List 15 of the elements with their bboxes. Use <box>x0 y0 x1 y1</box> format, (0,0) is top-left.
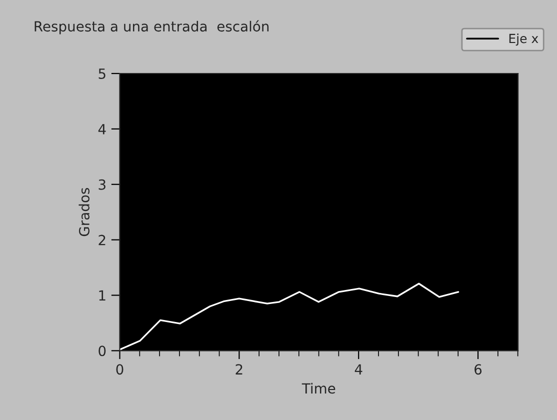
text: Eje x <box>509 34 538 46</box>
y-tick-label: 2 <box>98 234 106 246</box>
chart-title: Respuesta a una entrada escalón <box>34 20 269 34</box>
y-axis-title: Grados <box>78 188 90 236</box>
x-axis-title: Time <box>302 382 336 394</box>
y-tick-label: 3 <box>98 179 106 190</box>
x-tick-label: 6 <box>474 364 482 375</box>
x-tick-label: 2 <box>236 364 242 374</box>
y-tick-label: 0 <box>98 346 106 356</box>
x-tick-label: 4 <box>354 364 362 374</box>
y-tick-label: 4 <box>98 124 106 134</box>
line-series <box>120 282 460 350</box>
y-tick-label: 1 <box>99 290 106 301</box>
x-tick-label: 0 <box>116 364 124 375</box>
y-tick-label: 5 <box>98 68 106 79</box>
